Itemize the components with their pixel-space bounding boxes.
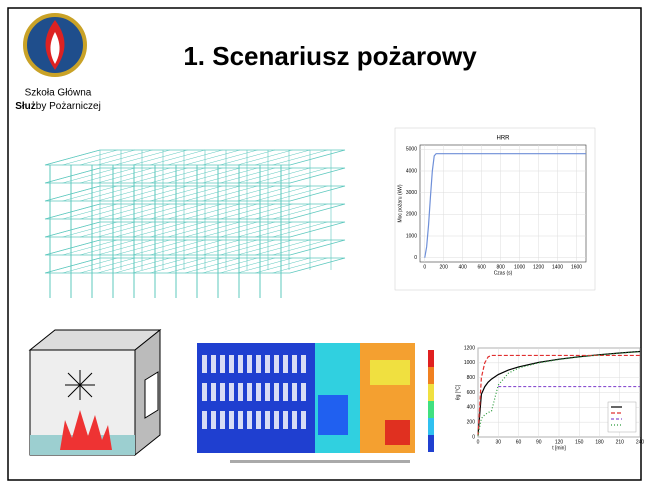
sim-field: [318, 395, 348, 435]
x-tick-label: 60: [516, 439, 522, 445]
sim-cell: [274, 383, 279, 401]
sim-cell: [238, 383, 243, 401]
sim-cell: [301, 355, 306, 373]
sim-cell: [247, 383, 252, 401]
x-tick-label: 0: [423, 264, 426, 270]
logo-text-bold: Służ: [15, 101, 36, 112]
y-tick-label: 0: [414, 255, 417, 261]
legend: [608, 402, 636, 432]
sim-cell: [283, 383, 288, 401]
sim-cell: [202, 411, 207, 429]
sim-field: [385, 420, 410, 445]
sim-cell: [229, 355, 234, 373]
y-tick-label: 3000: [406, 190, 417, 196]
colorbar: [428, 435, 434, 452]
sim-cell: [265, 411, 270, 429]
x-axis-label: Czas (s): [494, 270, 513, 276]
y-tick-label: 400: [467, 405, 476, 411]
fire-curves-chart: 0200400600800100012000306090120150180210…: [455, 345, 644, 451]
sim-cell: [202, 355, 207, 373]
y-tick-label: 1000: [464, 360, 475, 366]
y-tick-label: 5000: [406, 147, 417, 153]
sim-cell: [238, 355, 243, 373]
logo-text: Szkoła Główna: [25, 88, 92, 99]
simulation-image: [197, 343, 434, 463]
sim-cell: [202, 383, 207, 401]
sim-cell: [229, 411, 234, 429]
sim-cell: [238, 411, 243, 429]
sim-cell: [265, 383, 270, 401]
sim-cell: [229, 383, 234, 401]
sim-cell: [220, 355, 225, 373]
sim-cell: [220, 383, 225, 401]
sim-cell: [211, 411, 216, 429]
x-tick-label: 600: [477, 264, 486, 270]
logo-text: Służby Pożarniczej: [15, 101, 101, 112]
y-tick-label: 2000: [406, 212, 417, 218]
logo: [25, 15, 85, 75]
x-tick-label: 240: [636, 439, 645, 445]
y-tick-label: 800: [467, 375, 476, 381]
sim-cell: [301, 383, 306, 401]
y-tick-label: 0: [472, 434, 475, 440]
sim-cell: [283, 355, 288, 373]
x-tick-label: 90: [536, 439, 542, 445]
colorbar: [428, 401, 434, 418]
sim-cell: [220, 411, 225, 429]
sim-cell: [283, 411, 288, 429]
x-tick-label: 30: [495, 439, 501, 445]
y-tick-label: 1200: [464, 345, 475, 351]
colorbar: [428, 384, 434, 401]
y-tick-label: 600: [467, 390, 476, 396]
x-tick-label: 1000: [514, 264, 525, 270]
x-axis-label: t [min]: [552, 445, 566, 451]
colorbar: [428, 418, 434, 435]
sim-cell: [211, 355, 216, 373]
plot-area: [420, 145, 586, 262]
slide-title: 1. Scenariusz pożarowy: [183, 41, 477, 71]
sim-cell: [247, 411, 252, 429]
slide: Szkoła Główna Służby Pożarniczej 1. Scen…: [0, 0, 649, 488]
sim-cell: [292, 383, 297, 401]
x-tick-label: 200: [440, 264, 449, 270]
sim-field: [370, 360, 410, 385]
y-tick-label: 200: [467, 419, 476, 425]
x-tick-label: 210: [616, 439, 625, 445]
sim-cell: [301, 411, 306, 429]
x-tick-label: 150: [575, 439, 584, 445]
sim-cell: [274, 355, 279, 373]
y-tick-label: 1000: [406, 233, 417, 239]
y-axis-label: θg [°C]: [455, 384, 461, 400]
sim-cell: [292, 411, 297, 429]
x-tick-label: 400: [459, 264, 468, 270]
colorbar: [428, 367, 434, 384]
chart-title: HRR: [497, 136, 511, 142]
y-tick-label: 4000: [406, 168, 417, 174]
sim-cell: [211, 383, 216, 401]
sim-cell: [274, 411, 279, 429]
sim-cell: [265, 355, 270, 373]
x-tick-label: 1600: [571, 264, 582, 270]
x-tick-label: 0: [477, 439, 480, 445]
sim-cell: [256, 355, 261, 373]
x-tick-label: 180: [595, 439, 604, 445]
y-axis-label: Moc pożaru (kW): [397, 184, 403, 222]
x-tick-label: 1200: [533, 264, 544, 270]
sim-cell: [292, 355, 297, 373]
compartment-diagram: [30, 330, 160, 455]
x-tick-label: 1400: [552, 264, 563, 270]
timebar: [230, 460, 410, 463]
colorbar: [428, 350, 434, 367]
sim-cell: [256, 383, 261, 401]
logo-text-rest: by Pożarniczej: [36, 101, 101, 112]
sim-cell: [256, 411, 261, 429]
sim-cell: [247, 355, 252, 373]
